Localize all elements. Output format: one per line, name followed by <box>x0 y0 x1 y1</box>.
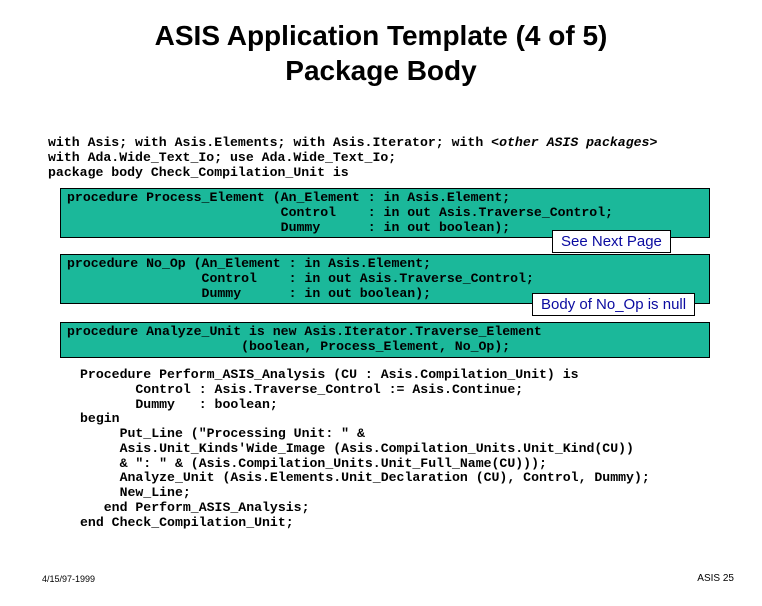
footer-slide-number: ASIS 25 <box>697 573 734 584</box>
callout-see-next-page: See Next Page <box>552 230 671 253</box>
code-preamble: with Asis; with Asis.Elements; with Asis… <box>48 136 657 180</box>
footer-date: 4/15/97-1999 <box>42 574 95 584</box>
page-title-line1: ASIS Application Template (4 of 5) <box>155 20 608 51</box>
page-title-line2: Package Body <box>285 55 476 86</box>
code-procedure-body: Procedure Perform_ASIS_Analysis (CU : As… <box>80 368 650 531</box>
callout-body-null: Body of No_Op is null <box>532 293 695 316</box>
highlight-analyze-unit: procedure Analyze_Unit is new Asis.Itera… <box>60 322 710 358</box>
